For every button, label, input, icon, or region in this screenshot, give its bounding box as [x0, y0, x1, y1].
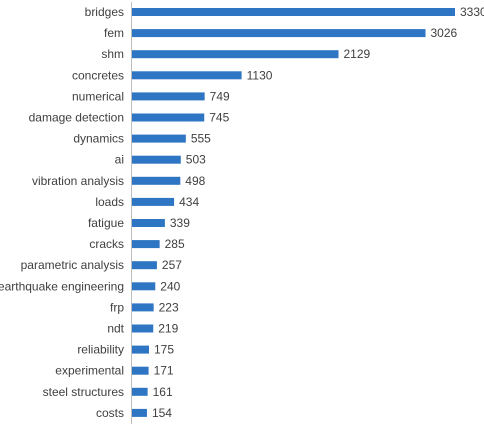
data-label: 240 [160, 279, 180, 293]
data-label: 555 [191, 132, 211, 146]
bar [132, 261, 157, 270]
data-label: 161 [153, 385, 173, 399]
data-label: 3026 [431, 26, 458, 40]
bar [132, 219, 165, 227]
data-label: 749 [210, 89, 230, 103]
bar [132, 387, 148, 396]
bar [132, 345, 149, 354]
category-label: shm [101, 47, 124, 61]
category-label: costs [96, 406, 124, 420]
data-label: 219 [158, 322, 178, 336]
data-label: 285 [165, 237, 185, 251]
data-label: 223 [159, 300, 179, 314]
bar [132, 303, 154, 312]
category-label: fem [104, 26, 124, 40]
bar [132, 134, 186, 143]
data-label: 175 [154, 343, 174, 357]
bar [132, 155, 181, 164]
category-label: steel structures [43, 385, 124, 399]
category-label: vibration analysis [32, 174, 124, 188]
category-label: earthquake engineering [0, 279, 124, 293]
data-label: 171 [154, 364, 174, 378]
bar [132, 71, 242, 80]
category-label: loads [95, 195, 124, 209]
data-label: 1130 [247, 68, 273, 82]
bar [132, 324, 154, 333]
data-label: 257 [162, 258, 182, 272]
category-label: reliability [77, 343, 124, 357]
category-label: parametric analysis [21, 258, 124, 272]
bar [132, 92, 205, 101]
category-label: ai [115, 153, 124, 167]
category-label: fatigue [88, 216, 124, 230]
data-label: 154 [152, 406, 172, 420]
category-label: frp [110, 300, 124, 314]
bar [132, 197, 175, 206]
category-label: numerical [72, 89, 124, 103]
bar [132, 50, 339, 59]
bar [132, 240, 160, 249]
category-label: bridges [85, 5, 124, 19]
data-label: 339 [170, 216, 190, 230]
bar [132, 113, 205, 122]
data-label: 498 [185, 174, 205, 188]
bar [132, 408, 147, 417]
data-label: 434 [179, 195, 199, 209]
bar [132, 366, 149, 375]
category-label: concretes [72, 68, 124, 82]
category-label: damage detection [29, 111, 124, 125]
data-label: 2129 [344, 47, 371, 61]
category-label: experimental [55, 364, 124, 378]
data-label: 503 [186, 153, 206, 167]
category-label: ndt [107, 322, 124, 336]
data-label: 3330 [460, 5, 484, 19]
bar [132, 282, 156, 291]
category-label: dynamics [73, 132, 124, 146]
category-label: cracks [89, 237, 124, 251]
bar [132, 176, 181, 185]
data-label: 745 [209, 111, 229, 125]
bar [132, 8, 455, 16]
bar [132, 29, 426, 38]
